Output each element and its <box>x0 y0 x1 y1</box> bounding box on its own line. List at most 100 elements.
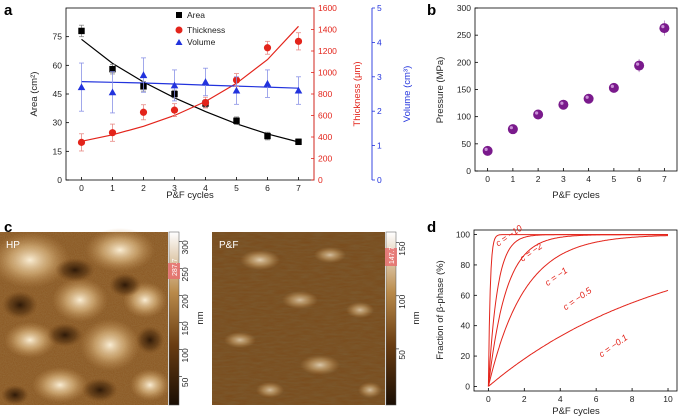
panel-b-point-highlight <box>585 95 589 99</box>
panel-a-point-area <box>233 117 240 124</box>
panel-a-ytick-volume-label: 4 <box>377 37 382 47</box>
panel-a-point-volume <box>170 81 179 89</box>
panel-a-ytick-area-label: 60 <box>53 60 63 70</box>
panel-a-ytick-area-label: 15 <box>53 146 63 156</box>
panel-b-ytick-label: 100 <box>457 112 471 122</box>
panel-b-point <box>608 82 619 93</box>
afm-pf-unit: nm <box>411 311 422 324</box>
panel-d-xtick-label: 8 <box>630 394 635 404</box>
panel-b-point <box>558 99 569 110</box>
panel-b-point-highlight <box>661 25 665 29</box>
panel-b-point <box>533 109 544 120</box>
legend-thickness-label: Thickness <box>187 25 225 35</box>
panel-a-ytick-area-label: 75 <box>53 32 63 42</box>
panel-b-point-highlight <box>535 111 539 115</box>
panel-a-point-thickness <box>294 37 303 45</box>
legend-volume-marker <box>175 39 183 45</box>
panel-b-y-axis: 0 50 100 150 200 250 300 <box>457 3 478 176</box>
panel-a-fit-thickness <box>81 25 299 142</box>
panel-a-point-thickness <box>108 129 117 137</box>
panel-a-ylabel-volume: Volume (cm³) <box>402 66 413 122</box>
panel-b-xtick-label: 6 <box>637 174 642 184</box>
afm-hp-tick-label: 150 <box>180 321 190 335</box>
panel-a-xtick-label: 7 <box>296 183 301 193</box>
panel-a-point-volume <box>201 78 210 85</box>
panel-a-point-thickness <box>139 108 148 116</box>
afm-hp-label: HP <box>6 240 20 251</box>
panel-b: 0 50 100 150 200 250 300 0 1 2 3 4 5 6 7 P&F cycles P… <box>435 3 678 201</box>
panel-b-point <box>583 93 594 104</box>
panel-b-xtick-label: 3 <box>561 174 566 184</box>
panel-b-xlabel: P&F cycles <box>552 190 600 201</box>
panel-a-ytick-thickness-label: 400 <box>318 132 332 142</box>
panel-a-point-volume <box>108 88 117 96</box>
panel-a-ytick-area-label: 30 <box>53 118 63 128</box>
panel-d-xtick-label: 6 <box>594 394 599 404</box>
panel-c: HP 50 100 150 200 250 300 287.7 nm P&F <box>0 228 422 406</box>
afm-pf-marker-box <box>385 248 397 266</box>
panel-letter-c: c <box>4 219 12 236</box>
panel-a-ytick-volume-label: 2 <box>377 106 382 116</box>
panel-letter-d: d <box>427 219 436 236</box>
afm-hp-marker-value: 287.7 <box>172 258 179 276</box>
panel-b-ytick-label: 150 <box>457 85 471 95</box>
panel-b-data-points <box>482 20 670 156</box>
panel-d-curve-label: c = −0.1 <box>597 332 629 359</box>
panel-a-ytick-area-label: 45 <box>53 89 63 99</box>
panel-a-ytick-thickness-label: 1000 <box>318 68 337 78</box>
panel-a-volume-axis: 0 1 2 3 4 5 <box>371 3 382 185</box>
panel-letter-b: b <box>427 2 436 19</box>
afm-pf-label: P&F <box>219 240 238 251</box>
panel-a-fit-lines <box>81 25 299 143</box>
panel-a-point-area <box>264 132 271 140</box>
panel-a-ylabel-thickness: Thickness (μm) <box>352 61 363 126</box>
panel-a-xtick-label: 6 <box>265 183 270 193</box>
panel-b-xtick-label: 7 <box>662 174 667 184</box>
panel-d-x-axis: 0 2 4 6 8 10 <box>486 388 673 404</box>
panel-b-point-highlight <box>509 126 513 130</box>
panel-a-point-volume <box>77 83 86 91</box>
panel-a-ytick-thickness-label: 1400 <box>318 25 337 35</box>
panel-d-ytick-label: 40 <box>461 321 471 331</box>
afm-hp-tick-label: 50 <box>180 377 190 387</box>
afm-hp-colorbar: 50 100 150 200 250 300 287.7 nm <box>168 231 206 406</box>
panel-a-point-volume <box>232 86 241 94</box>
panel-a-point-area <box>78 27 85 35</box>
panel-b-ytick-label: 0 <box>466 166 471 176</box>
panel-a-ytick-volume-label: 1 <box>377 141 382 151</box>
panel-a-xtick-label: 0 <box>79 183 84 193</box>
afm-pf-tick-label: 150 <box>397 241 407 255</box>
panel-d: 0 20 40 60 80 100 0 2 4 6 8 10 c = −10c = −2c = −1… <box>435 223 678 417</box>
afm-pf-colorbar: 50 100 150 147.7 nm <box>385 231 422 406</box>
panel-b-ytick-label: 250 <box>457 30 471 40</box>
panel-b-point-highlight <box>610 84 614 88</box>
panel-b-point <box>482 145 493 156</box>
panel-b-point <box>634 60 645 71</box>
panel-a-ytick-volume-label: 3 <box>377 72 382 82</box>
panel-d-ytick-label: 100 <box>456 230 470 240</box>
afm-hp-tick-label: 100 <box>180 348 190 362</box>
panel-a-ytick-thickness-label: 1600 <box>318 3 337 13</box>
panel-a-ytick-thickness-label: 1200 <box>318 46 337 56</box>
legend-area-label: Area <box>187 10 205 20</box>
panel-d-ytick-label: 20 <box>461 351 471 361</box>
panel-b-point-highlight <box>636 62 640 66</box>
panel-a-point-thickness <box>201 99 210 107</box>
panel-d-xlabel: P&F cycles <box>552 406 600 417</box>
panel-d-curve-label: c = −2 <box>518 241 544 264</box>
panel-a-left-axis: 0 15 30 45 60 75 <box>53 32 69 185</box>
panel-a-xtick-label: 5 <box>234 183 239 193</box>
panel-a-point-thickness <box>170 106 179 114</box>
panel-d-xtick-label: 0 <box>486 394 491 404</box>
panel-a-x-axis: 0 1 2 3 4 5 6 7 <box>79 177 301 193</box>
panel-d-ytick-label: 80 <box>461 260 471 270</box>
panel-a-ytick-thickness-label: 800 <box>318 89 332 99</box>
panel-a-point-volume <box>263 79 272 87</box>
panel-a-point-area <box>295 138 302 145</box>
legend-thickness-marker <box>175 26 183 34</box>
panel-a-xtick-label: 4 <box>203 183 208 193</box>
panel-d-curve <box>487 235 668 387</box>
panel-b-point-highlight <box>560 101 564 105</box>
panel-a-point-thickness <box>263 44 272 52</box>
